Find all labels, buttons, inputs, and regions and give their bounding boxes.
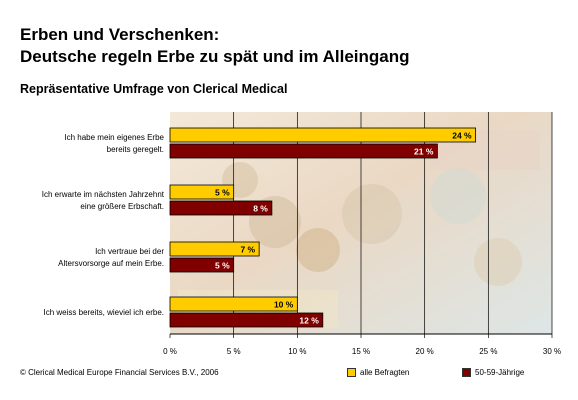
x-axis-tick-labels: 0 % 5 % 10 % 15 % 20 % 25 % 30 % — [163, 347, 561, 356]
bar-value-label: 8 % — [253, 204, 268, 214]
legend-label: 50-59-Jährige — [475, 368, 525, 377]
category-label: bereits geregelt. — [107, 145, 164, 154]
x-tick-label: 5 % — [227, 347, 241, 356]
bar-50-59-jaehrige — [169, 312, 324, 328]
bar-50-59-jaehrige — [169, 257, 235, 273]
bar-value-label: 10 % — [274, 300, 294, 310]
x-tick-label: 25 % — [479, 347, 497, 356]
legend-swatch — [347, 368, 356, 377]
bar-alle-befragten — [169, 127, 477, 143]
x-tick-label: 10 % — [288, 347, 306, 356]
bar-alle-befragten — [169, 184, 235, 200]
legend-item-50-59-jaehrige: 50-59-Jährige — [462, 368, 524, 377]
x-tick-label: 30 % — [543, 347, 561, 356]
x-tick-label: 20 % — [416, 347, 434, 356]
bar-50-59-jaehrige — [169, 143, 438, 159]
bar-value-label: 5 % — [215, 188, 230, 198]
bar-value-label: 21 % — [414, 147, 434, 157]
category-label: eine größere Erbschaft. — [80, 202, 164, 211]
category-label: Ich habe mein eigenes Erbe — [64, 133, 164, 142]
chart-title-line-1: Erben und Verschenken: — [20, 25, 220, 44]
category-label: Altersvorsorge auf mein Erbe. — [58, 259, 164, 268]
bar-value-label: 24 % — [452, 131, 472, 141]
bar-50-59-jaehrige — [169, 200, 273, 216]
category-label: Ich weiss bereits, wieviel ich erbe. — [44, 308, 165, 317]
bars — [169, 127, 477, 328]
legend-swatch — [462, 368, 471, 377]
category-label: Ich vertraue bei der — [95, 247, 164, 256]
legend-item-alle-befragten: alle Befragten — [347, 368, 409, 377]
bar-value-label: 12 % — [299, 316, 319, 326]
category-label: Ich erwarte im nächsten Jahrzehnt — [42, 190, 165, 199]
legend-label: alle Befragten — [360, 368, 410, 377]
chart-subtitle: Repräsentative Umfrage von Clerical Medi… — [20, 82, 288, 96]
chart-title-line-2: Deutsche regeln Erbe zu spät und im Alle… — [20, 47, 410, 66]
x-tick-label: 15 % — [352, 347, 370, 356]
bar-value-label: 7 % — [240, 245, 255, 255]
bar-value-label: 5 % — [215, 261, 230, 271]
x-tick-label: 0 % — [163, 347, 177, 356]
category-labels: Ich habe mein eigenes Erbe bereits gerege… — [42, 133, 165, 317]
copyright-footer: © Clerical Medical Europe Financial Serv… — [20, 368, 219, 377]
bar-alle-befragten — [169, 241, 260, 257]
bar-alle-befragten — [169, 296, 298, 312]
bar-value-labels: 24 % 21 % 5 % 8 % 7 % 5 % 10 % 12 % — [215, 131, 472, 326]
